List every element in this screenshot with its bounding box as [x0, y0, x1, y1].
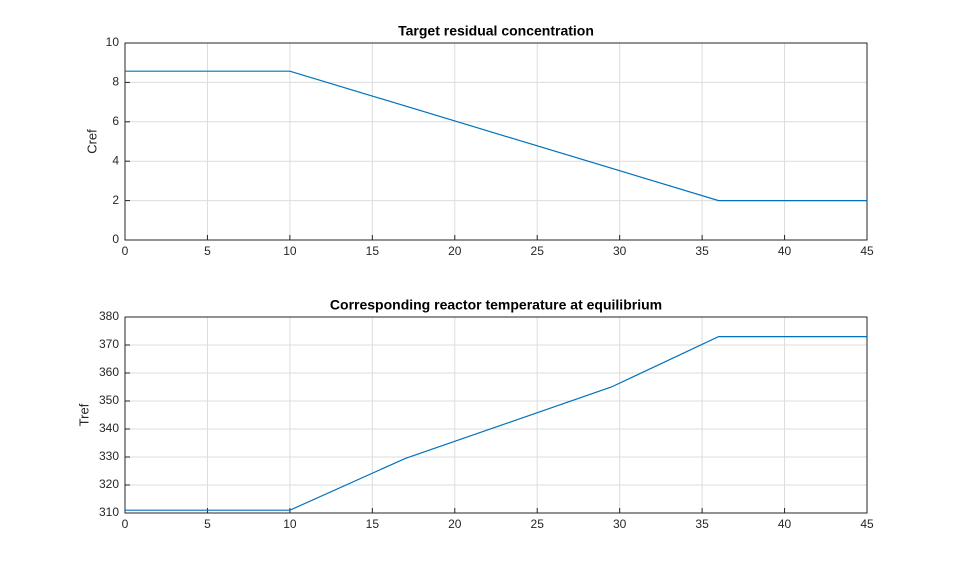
x-tick-label: 30: [613, 244, 627, 258]
y-tick-label: 320: [99, 477, 119, 491]
x-tick-label: 40: [778, 244, 792, 258]
x-tick-label: 5: [204, 517, 211, 531]
y-axis-label: Tref: [76, 403, 91, 426]
x-tick-label: 5: [204, 244, 211, 258]
y-tick-label: 340: [99, 421, 119, 435]
data-line: [125, 336, 867, 511]
y-tick-label: 350: [99, 393, 119, 407]
x-tick-label: 25: [531, 517, 545, 531]
data-line: [125, 70, 867, 202]
plot-frame: [124, 316, 868, 514]
x-tick-label: 35: [695, 517, 709, 531]
y-tick-label: 380: [99, 309, 119, 323]
x-tick-label: 0: [122, 244, 129, 258]
y-tick-label: 2: [112, 193, 119, 207]
y-tick-label: 330: [99, 449, 119, 463]
x-tick-label: 45: [860, 517, 874, 531]
x-tick-label: 45: [860, 244, 874, 258]
y-tick-label: 360: [99, 365, 119, 379]
y-tick-label: 370: [99, 337, 119, 351]
y-tick-label: 6: [112, 114, 119, 128]
y-tick-label: 0: [112, 232, 119, 246]
plot-frame: [124, 42, 868, 241]
x-tick-label: 10: [283, 517, 297, 531]
y-axis-label: Cref: [84, 129, 99, 154]
x-tick-label: 15: [366, 244, 380, 258]
x-tick-label: 25: [531, 244, 545, 258]
x-tick-label: 0: [122, 517, 129, 531]
y-tick-label: 4: [112, 153, 119, 167]
plot-area: [125, 43, 867, 240]
x-tick-label: 20: [448, 244, 462, 258]
y-tick-label: 8: [112, 75, 119, 89]
x-tick-label: 20: [448, 517, 462, 531]
x-tick-label: 10: [283, 244, 297, 258]
x-tick-label: 40: [778, 517, 792, 531]
x-tick-label: 15: [366, 517, 380, 531]
plot-area: [125, 317, 867, 513]
x-tick-label: 30: [613, 517, 627, 531]
chart-title: Corresponding reactor temperature at equ…: [330, 297, 662, 313]
x-tick-label: 35: [695, 244, 709, 258]
y-tick-label: 310: [99, 505, 119, 519]
chart-title: Target residual concentration: [398, 23, 594, 39]
y-tick-label: 10: [106, 35, 120, 49]
